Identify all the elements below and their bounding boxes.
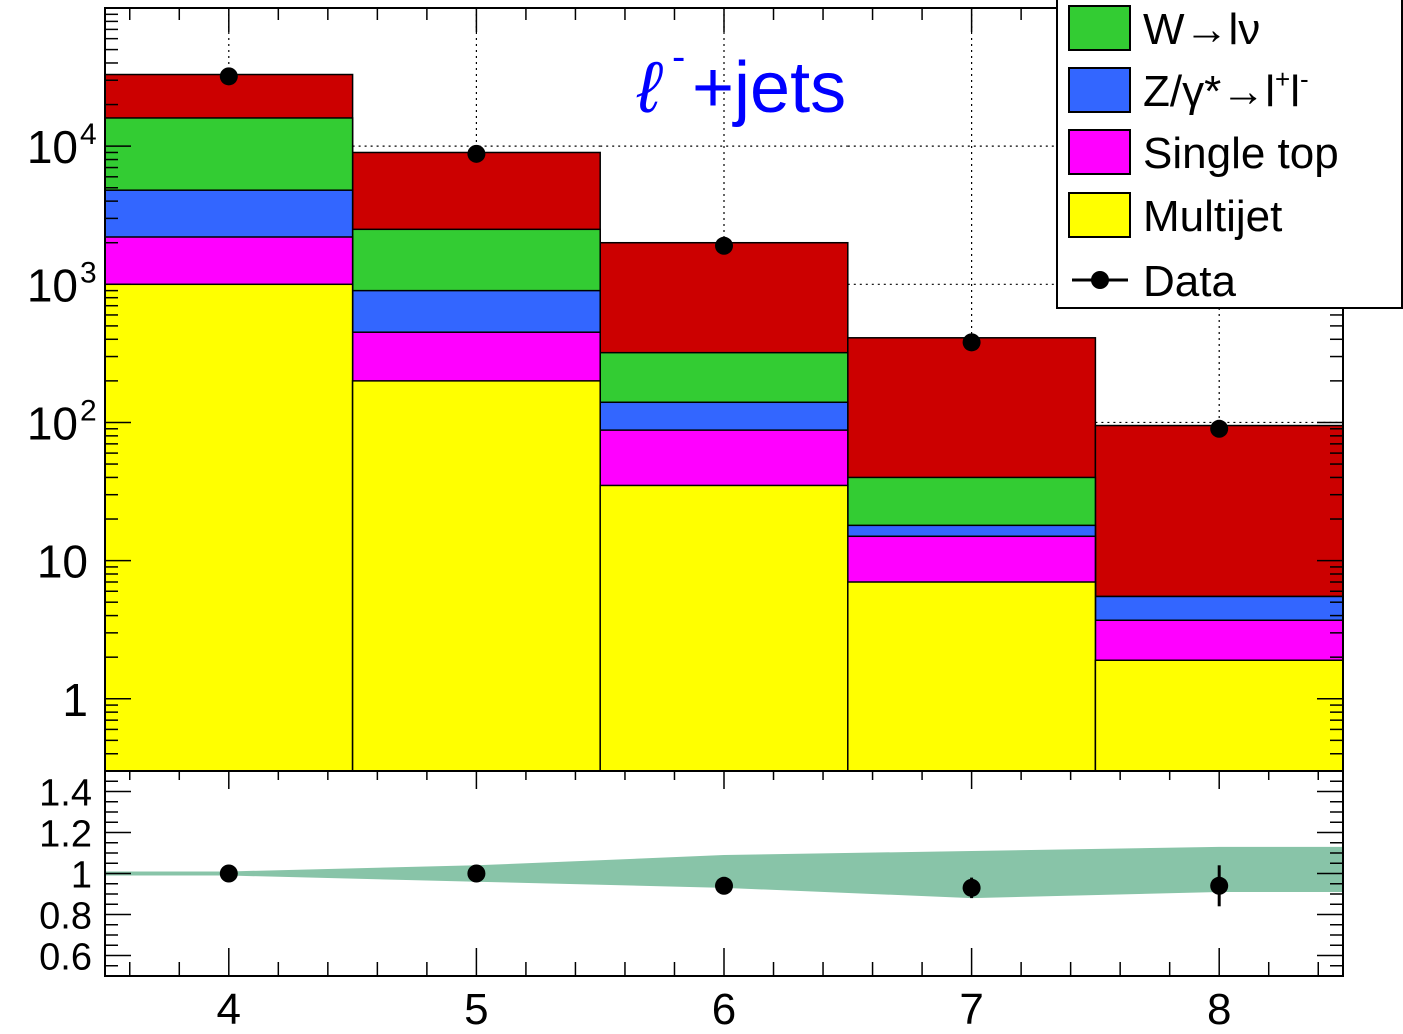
ratio-y-tick-label-1.2: 1.2 bbox=[39, 814, 92, 856]
ratio-y-tick-label-1.4: 1.4 bbox=[39, 773, 92, 815]
data-point-8 bbox=[1210, 419, 1229, 438]
x-tick-label-4: 4 bbox=[217, 985, 241, 1029]
x-tick-label-6: 6 bbox=[712, 985, 736, 1029]
legend-label-zll: Z/γ*→l+l- bbox=[1143, 64, 1309, 116]
y-tick-label-1000: 10 bbox=[27, 259, 78, 311]
y-tick-sup-1000: 3 bbox=[80, 256, 97, 289]
ratio-point-7 bbox=[962, 878, 981, 897]
y-tick-label-100: 10 bbox=[27, 397, 78, 449]
annotation-lepton: ℓ bbox=[636, 48, 663, 128]
y-tick-label-10: 10 bbox=[37, 536, 88, 588]
bar-multijet-8 bbox=[1094, 659, 1344, 772]
x-tick-label-8: 8 bbox=[1207, 985, 1231, 1029]
y-tick-label-1: 1 bbox=[62, 674, 88, 726]
legend-swatch-zll bbox=[1068, 67, 1131, 113]
data-point-5 bbox=[467, 144, 486, 163]
bar-multijet-4 bbox=[104, 283, 354, 772]
legend-label-wlnu: W→lν bbox=[1143, 5, 1260, 54]
y-tick-sup-10000: 4 bbox=[80, 118, 97, 151]
bar-multijet-7 bbox=[847, 581, 1097, 772]
legend-swatch-single_top bbox=[1068, 129, 1131, 175]
ratio-uncertainty-band bbox=[105, 846, 1343, 899]
legend-data-marker bbox=[1091, 271, 1109, 289]
legend-swatch-wlnu bbox=[1068, 5, 1131, 51]
data-point-4 bbox=[219, 67, 238, 86]
data-point-7 bbox=[962, 333, 981, 352]
y-tick-sup-100: 2 bbox=[80, 394, 97, 427]
data-point-6 bbox=[715, 236, 733, 255]
bar-multijet-5 bbox=[351, 380, 601, 772]
ratio-point-4 bbox=[219, 864, 238, 883]
legend-swatch-multijet bbox=[1068, 192, 1131, 238]
ratio-point-8 bbox=[1210, 876, 1229, 895]
legend-label-data: Data bbox=[1143, 257, 1236, 306]
ratio-y-tick-label-1: 1 bbox=[71, 855, 92, 897]
legend-label-single_top: Single top bbox=[1143, 129, 1339, 178]
ratio-y-tick-label-0.8: 0.8 bbox=[39, 896, 92, 938]
bar-multijet-6 bbox=[599, 484, 849, 772]
ratio-point-5 bbox=[467, 864, 486, 883]
annotation-charge: - bbox=[672, 35, 685, 79]
x-tick-label-7: 7 bbox=[959, 985, 983, 1029]
x-tick-label-5: 5 bbox=[464, 985, 488, 1029]
ratio-y-tick-label-0.6: 0.6 bbox=[39, 937, 92, 979]
y-tick-label-10000: 10 bbox=[27, 121, 78, 173]
ratio-point-6 bbox=[715, 876, 733, 895]
annotation-rest: +jets bbox=[692, 48, 846, 128]
legend-label-multijet: Multijet bbox=[1143, 192, 1282, 241]
